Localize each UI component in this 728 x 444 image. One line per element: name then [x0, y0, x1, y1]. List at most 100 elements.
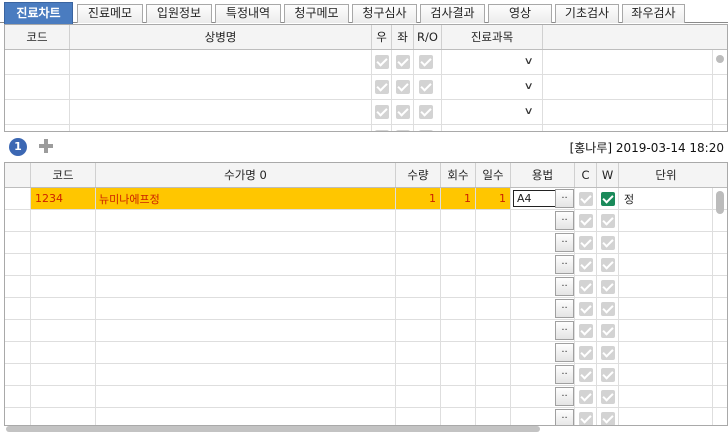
right-checkbox[interactable] — [375, 130, 389, 131]
c-checkbox[interactable] — [579, 214, 593, 228]
col-fee-name[interactable]: 수가명 0 — [96, 163, 396, 187]
w-checkbox[interactable] — [601, 192, 615, 206]
col-disease-name[interactable]: 상병명 — [70, 25, 372, 49]
order-cell[interactable] — [441, 408, 476, 425]
order-row[interactable]: .. — [5, 364, 727, 386]
order-cell[interactable] — [597, 254, 619, 275]
usage-lookup-button[interactable]: .. — [555, 343, 574, 362]
usage-lookup-button[interactable]: .. — [555, 233, 574, 252]
order-cell[interactable] — [31, 276, 96, 297]
sequence-badge[interactable]: 1 — [9, 138, 27, 156]
order-cell[interactable] — [5, 364, 31, 385]
diagnosis-cell[interactable] — [442, 50, 543, 74]
c-checkbox[interactable] — [579, 412, 593, 425]
diagnosis-cell[interactable] — [372, 75, 392, 99]
order-cell[interactable] — [5, 320, 31, 341]
order-cell[interactable] — [597, 210, 619, 231]
order-cell[interactable] — [575, 210, 597, 231]
order-cell[interactable] — [31, 386, 96, 407]
rule-out-checkbox[interactable] — [419, 130, 433, 131]
c-checkbox[interactable] — [579, 368, 593, 382]
order-cell[interactable] — [396, 210, 441, 231]
order-cell[interactable] — [31, 254, 96, 275]
col-quantity[interactable]: 수량 — [396, 163, 441, 187]
c-checkbox[interactable] — [579, 324, 593, 338]
order-cell[interactable] — [5, 342, 31, 363]
order-cell[interactable] — [441, 276, 476, 297]
order-cell[interactable] — [476, 298, 511, 319]
order-cell[interactable] — [619, 408, 713, 425]
order-cell[interactable] — [511, 210, 575, 231]
w-checkbox[interactable] — [601, 280, 615, 294]
c-checkbox[interactable] — [579, 258, 593, 272]
horizontal-scrollbar[interactable] — [6, 426, 540, 432]
diagnosis-cell[interactable] — [392, 50, 414, 74]
order-cell[interactable] — [575, 364, 597, 385]
order-cell[interactable] — [511, 232, 575, 253]
usage-lookup-button[interactable]: .. — [555, 189, 574, 208]
diagnosis-cell[interactable] — [442, 125, 543, 131]
order-vertical-scrollbar[interactable] — [716, 191, 724, 214]
order-cell[interactable] — [575, 320, 597, 341]
w-checkbox[interactable] — [601, 390, 615, 404]
order-cell[interactable] — [511, 364, 575, 385]
col-department[interactable]: 진료과목 — [442, 25, 543, 49]
usage-input[interactable]: A4 — [513, 190, 557, 207]
order-cell[interactable] — [96, 408, 396, 425]
order-cell[interactable] — [597, 364, 619, 385]
order-cell[interactable] — [441, 254, 476, 275]
order-cell[interactable] — [96, 342, 396, 363]
tab-test-results[interactable]: 검사결과 — [420, 4, 485, 23]
order-cell[interactable] — [511, 342, 575, 363]
order-cell[interactable] — [511, 254, 575, 275]
tab-imaging[interactable]: 영상 — [488, 4, 552, 23]
usage-lookup-button[interactable]: .. — [555, 299, 574, 318]
order-cell[interactable] — [441, 364, 476, 385]
order-cell[interactable] — [441, 386, 476, 407]
order-cell[interactable] — [5, 232, 31, 253]
order-cell[interactable] — [31, 298, 96, 319]
col-w[interactable]: W — [597, 163, 619, 187]
c-checkbox[interactable] — [579, 192, 593, 206]
order-cell[interactable] — [5, 276, 31, 297]
order-cell[interactable] — [5, 298, 31, 319]
order-cell[interactable] — [5, 210, 31, 231]
order-cell[interactable] — [575, 276, 597, 297]
tab-special-details[interactable]: 특정내역 — [215, 4, 281, 23]
order-cell[interactable] — [575, 408, 597, 425]
c-checkbox[interactable] — [579, 302, 593, 316]
diagnosis-cell[interactable] — [372, 100, 392, 124]
diagnosis-cell[interactable] — [392, 100, 414, 124]
order-cell[interactable] — [476, 408, 511, 425]
c-checkbox[interactable] — [579, 390, 593, 404]
order-cell[interactable] — [441, 342, 476, 363]
left-checkbox[interactable] — [396, 105, 410, 119]
right-checkbox[interactable] — [375, 55, 389, 69]
order-cell[interactable] — [476, 276, 511, 297]
diagnosis-cell[interactable] — [414, 125, 442, 131]
order-cell[interactable] — [597, 276, 619, 297]
chevron-down-icon[interactable]: ∨ — [524, 131, 534, 132]
order-cell[interactable] — [396, 408, 441, 425]
order-cell[interactable] — [619, 232, 713, 253]
usage-lookup-button[interactable]: .. — [555, 387, 574, 406]
col-rule-out[interactable]: R/O — [414, 25, 442, 49]
order-cell[interactable] — [575, 342, 597, 363]
diagnosis-cell[interactable] — [392, 125, 414, 131]
diagnosis-cell[interactable] — [442, 75, 543, 99]
w-checkbox[interactable] — [601, 324, 615, 338]
order-cell[interactable] — [5, 408, 31, 425]
order-cell[interactable] — [396, 298, 441, 319]
order-row[interactable]: .. — [5, 386, 727, 408]
diagnosis-cell[interactable] — [5, 125, 70, 131]
diagnosis-cell[interactable] — [543, 50, 713, 74]
order-cell[interactable] — [619, 210, 713, 231]
order-row[interactable]: .. — [5, 298, 727, 320]
order-cell[interactable] — [597, 408, 619, 425]
order-cell[interactable] — [597, 232, 619, 253]
times-cell[interactable]: 1 — [441, 188, 476, 209]
chevron-down-icon[interactable]: ∨ — [523, 106, 534, 117]
diagnosis-cell[interactable] — [414, 75, 442, 99]
tab-left-right-tests[interactable]: 좌우검사 — [622, 4, 685, 23]
order-cell[interactable] — [96, 320, 396, 341]
